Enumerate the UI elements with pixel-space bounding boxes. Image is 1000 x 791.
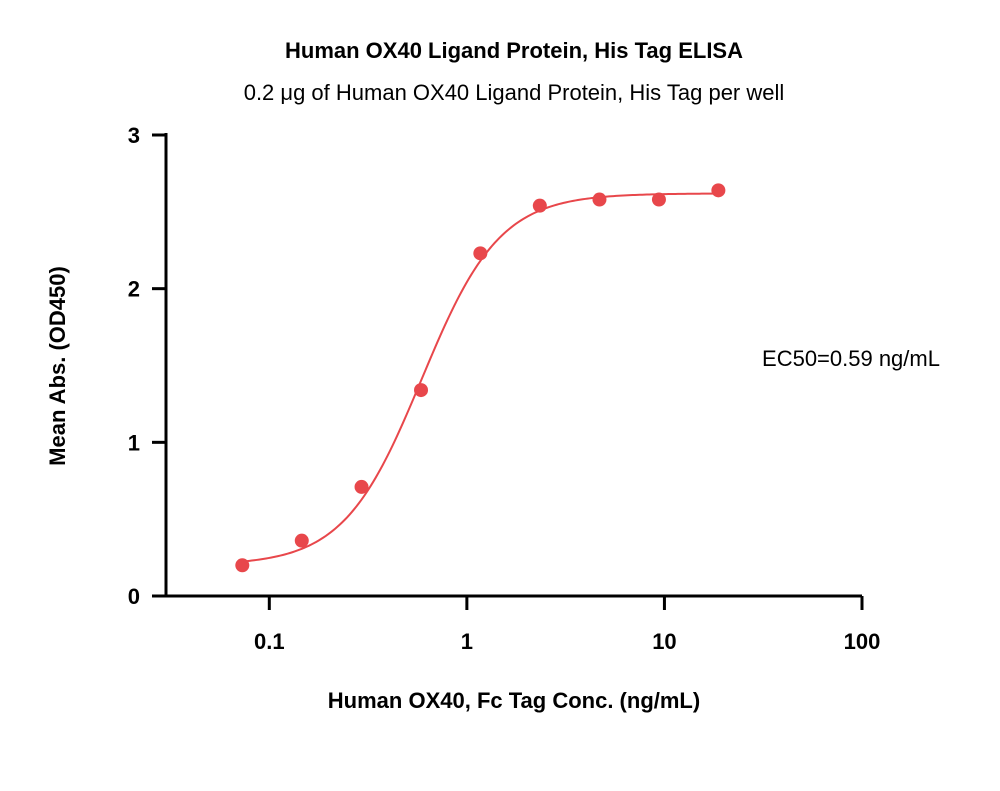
data-point: [532, 198, 547, 213]
y-tick-label: 1: [128, 430, 140, 455]
x-axis-label: Human OX40, Fc Tag Conc. (ng/mL): [328, 688, 700, 713]
y-axis-label: Mean Abs. (OD450): [45, 266, 70, 466]
ticks: 0.1 1 10 100 0 1 2 3: [128, 123, 881, 654]
x-tick-label: 10: [652, 629, 676, 654]
data-point: [711, 183, 726, 198]
data-point: [592, 192, 607, 207]
ec50-annotation: EC50=0.59 ng/mL: [762, 346, 940, 371]
y-tick-label: 3: [128, 123, 140, 148]
data-points: [235, 183, 726, 573]
x-tick-label: 100: [844, 629, 881, 654]
chart-subtitle: 0.2 μg of Human OX40 Ligand Protein, His…: [244, 80, 785, 105]
data-point: [235, 558, 250, 573]
data-point: [354, 479, 369, 494]
fit-curve: [242, 192, 719, 563]
y-tick-label: 0: [128, 584, 140, 609]
y-tick-label: 2: [128, 277, 140, 302]
data-point: [651, 192, 666, 207]
x-tick-label: 0.1: [254, 629, 285, 654]
data-point: [414, 383, 429, 398]
data-point: [294, 533, 309, 548]
chart-title: Human OX40 Ligand Protein, His Tag ELISA: [285, 38, 743, 63]
data-point: [473, 246, 488, 261]
x-tick-label: 1: [461, 629, 473, 654]
